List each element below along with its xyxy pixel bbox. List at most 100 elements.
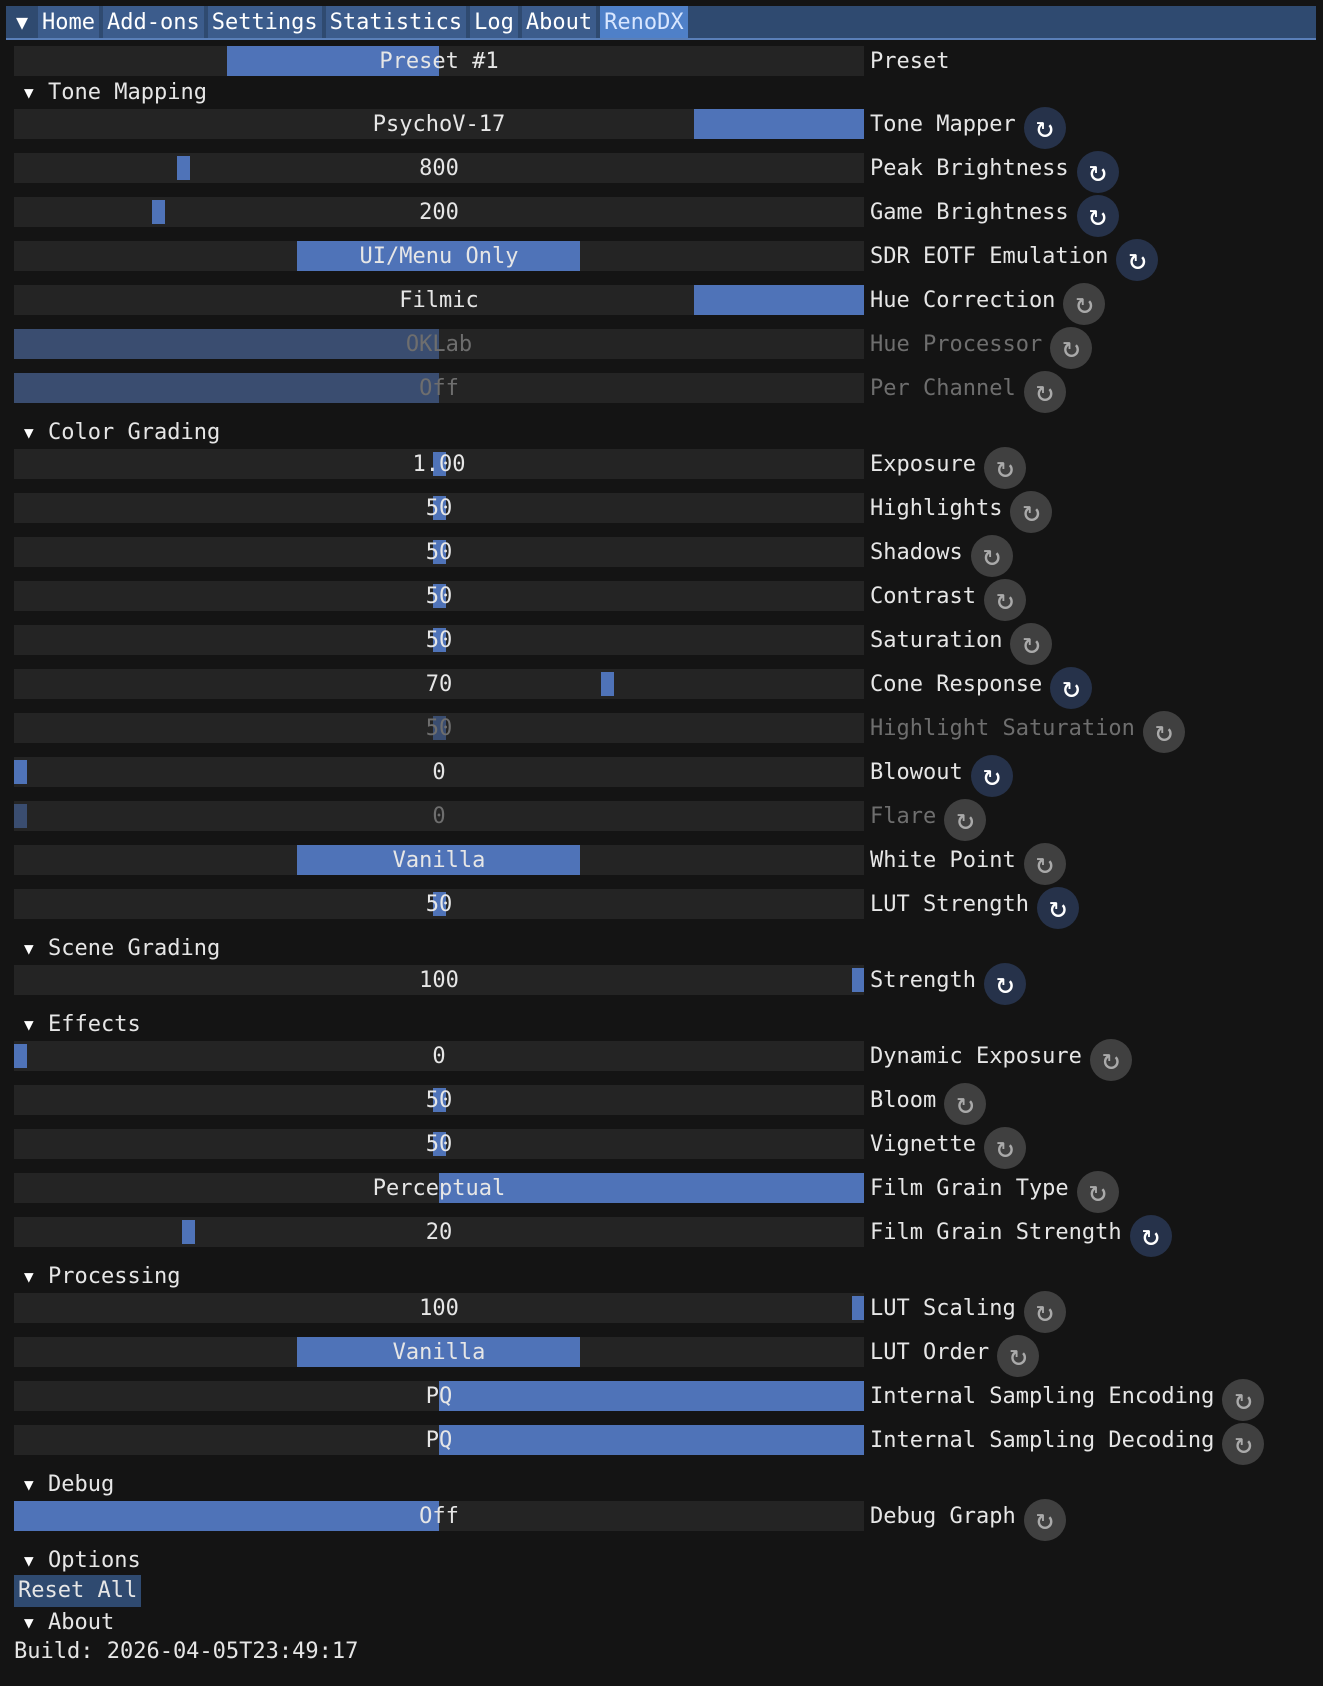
slider-grab[interactable] bbox=[433, 892, 446, 916]
setting-label: Internal Sampling Encoding ↻ bbox=[870, 1379, 1265, 1421]
menu-tab-home[interactable]: Home bbox=[38, 6, 99, 38]
setting-label: Shadows ↻ bbox=[870, 535, 1013, 577]
sdr-eotf-emulation-combo[interactable]: UI/Menu Only bbox=[14, 241, 864, 271]
slider-grab[interactable] bbox=[14, 804, 27, 828]
peak-brightness-slider[interactable]: 800 bbox=[14, 153, 864, 183]
vignette-slider[interactable]: 50 bbox=[14, 1129, 864, 1159]
reset-arrow-icon[interactable]: ↻ bbox=[1076, 1171, 1119, 1213]
control-value: 1.00 bbox=[412, 451, 466, 477]
control-value: 50 bbox=[425, 891, 453, 917]
reset-arrow-icon[interactable]: ↻ bbox=[997, 1335, 1040, 1377]
reset-arrow-icon[interactable]: ↻ bbox=[1063, 283, 1106, 325]
slider-grab[interactable] bbox=[600, 672, 614, 696]
slider-grab[interactable] bbox=[177, 156, 191, 180]
hue-correction-combo[interactable]: Filmic bbox=[14, 285, 864, 315]
reset-arrow-icon[interactable]: ↻ bbox=[1023, 843, 1066, 885]
setting-row-cone-response: 70 Cone Response ↻ bbox=[0, 667, 1323, 711]
strength-slider[interactable]: 100 bbox=[14, 965, 864, 995]
reset-arrow-icon[interactable]: ↻ bbox=[944, 1083, 987, 1125]
slider-grab[interactable] bbox=[433, 1088, 446, 1112]
reset-arrow-icon[interactable]: ↻ bbox=[983, 963, 1026, 1005]
slider-grab[interactable] bbox=[14, 760, 27, 784]
reset-arrow-icon[interactable]: ↻ bbox=[1050, 327, 1093, 369]
blowout-slider[interactable]: 0 bbox=[14, 757, 864, 787]
menu-tab-settings[interactable]: Settings bbox=[207, 6, 322, 38]
internal-sampling-decoding-combo[interactable]: PQ bbox=[14, 1425, 864, 1455]
contrast-slider[interactable]: 50 bbox=[14, 581, 864, 611]
menu-tab-renodx[interactable]: RenoDX bbox=[600, 6, 688, 38]
section-header-scene-grading[interactable]: ▼ Scene Grading bbox=[0, 933, 1323, 963]
reset-arrow-icon[interactable]: ↻ bbox=[1023, 371, 1066, 413]
debug-graph-combo[interactable]: Off bbox=[14, 1501, 864, 1531]
reset-arrow-icon[interactable]: ↻ bbox=[1023, 1291, 1066, 1333]
menu-tab-add-ons[interactable]: Add-ons bbox=[102, 6, 204, 38]
section-header-options[interactable]: ▼ Options bbox=[0, 1545, 1323, 1575]
slider-grab[interactable] bbox=[14, 1044, 27, 1068]
slider-grab[interactable] bbox=[152, 200, 166, 224]
reset-arrow-icon[interactable]: ↻ bbox=[1036, 887, 1079, 929]
internal-sampling-encoding-combo[interactable]: PQ bbox=[14, 1381, 864, 1411]
saturation-slider[interactable]: 50 bbox=[14, 625, 864, 655]
film-grain-strength-slider[interactable]: 20 bbox=[14, 1217, 864, 1247]
reset-arrow-icon[interactable]: ↻ bbox=[1116, 239, 1159, 281]
reset-arrow-icon[interactable]: ↻ bbox=[944, 799, 987, 841]
reset-all-button[interactable]: Reset All bbox=[14, 1575, 142, 1607]
slider-grab[interactable] bbox=[433, 452, 446, 476]
setting-label-text: LUT Strength bbox=[870, 891, 1029, 917]
slider-grab[interactable] bbox=[852, 968, 864, 992]
tone-mapper-combo[interactable]: PsychoV-17 bbox=[14, 109, 864, 139]
highlights-slider[interactable]: 50 bbox=[14, 493, 864, 523]
reset-arrow-icon[interactable]: ↻ bbox=[1010, 491, 1053, 533]
reset-arrow-icon[interactable]: ↻ bbox=[1129, 1215, 1172, 1257]
reset-arrow-icon[interactable]: ↻ bbox=[1023, 1499, 1066, 1541]
reset-arrow-icon[interactable]: ↻ bbox=[970, 755, 1013, 797]
section-header-debug[interactable]: ▼ Debug bbox=[0, 1469, 1323, 1499]
reset-arrow-icon[interactable]: ↻ bbox=[970, 535, 1013, 577]
reset-arrow-icon[interactable]: ↻ bbox=[1076, 195, 1119, 237]
slider-grab[interactable] bbox=[433, 628, 446, 652]
menu-tab-statistics[interactable]: Statistics bbox=[325, 6, 467, 38]
dynamic-exposure-slider[interactable]: 0 bbox=[14, 1041, 864, 1071]
reset-arrow-icon[interactable]: ↻ bbox=[1089, 1039, 1132, 1081]
setting-row-game-brightness: 200 Game Brightness ↻ bbox=[0, 195, 1323, 239]
reset-arrow-icon[interactable]: ↻ bbox=[1050, 667, 1093, 709]
slider-grab[interactable] bbox=[433, 1132, 446, 1156]
menu-triangle-icon[interactable]: ▼ bbox=[15, 10, 29, 34]
game-brightness-slider[interactable]: 200 bbox=[14, 197, 864, 227]
slider-grab[interactable] bbox=[433, 496, 446, 520]
lut-order-combo[interactable]: Vanilla bbox=[14, 1337, 864, 1367]
menu-tab-about[interactable]: About bbox=[521, 6, 597, 38]
lut-strength-slider[interactable]: 50 bbox=[14, 889, 864, 919]
white-point-combo[interactable]: Vanilla bbox=[14, 845, 864, 875]
slider-grab[interactable] bbox=[181, 1220, 195, 1244]
lut-scaling-slider[interactable]: 100 bbox=[14, 1293, 864, 1323]
shadows-slider[interactable]: 50 bbox=[14, 537, 864, 567]
reset-arrow-icon[interactable]: ↻ bbox=[1076, 151, 1119, 193]
reset-arrow-icon[interactable]: ↻ bbox=[983, 579, 1026, 621]
preset-combo[interactable]: Preset #1 bbox=[14, 46, 864, 76]
reset-arrow-icon[interactable]: ↻ bbox=[1222, 1423, 1265, 1465]
menu-tab-log[interactable]: Log bbox=[470, 6, 518, 38]
cone-response-slider[interactable]: 70 bbox=[14, 669, 864, 699]
setting-row-internal-sampling-encoding: PQ Internal Sampling Encoding ↻ bbox=[0, 1379, 1323, 1423]
section-header-color-grading[interactable]: ▼ Color Grading bbox=[0, 417, 1323, 447]
setting-label-text: Dynamic Exposure bbox=[870, 1043, 1082, 1069]
slider-grab[interactable] bbox=[852, 1296, 864, 1320]
section-header-processing[interactable]: ▼ Processing bbox=[0, 1261, 1323, 1291]
film-grain-type-combo[interactable]: Perceptual bbox=[14, 1173, 864, 1203]
bloom-slider[interactable]: 50 bbox=[14, 1085, 864, 1115]
section-header-effects[interactable]: ▼ Effects bbox=[0, 1009, 1323, 1039]
slider-grab[interactable] bbox=[433, 584, 446, 608]
reset-arrow-icon[interactable]: ↻ bbox=[1222, 1379, 1265, 1421]
exposure-slider[interactable]: 1.00 bbox=[14, 449, 864, 479]
reset-arrow-icon[interactable]: ↻ bbox=[1010, 623, 1053, 665]
reset-arrow-icon[interactable]: ↻ bbox=[983, 447, 1026, 489]
reset-arrow-icon[interactable]: ↻ bbox=[983, 1127, 1026, 1169]
reset-arrow-icon[interactable]: ↻ bbox=[1142, 711, 1185, 753]
slider-grab[interactable] bbox=[433, 716, 446, 740]
slider-grab[interactable] bbox=[433, 540, 446, 564]
section-header-about[interactable]: ▼ About bbox=[0, 1607, 1323, 1637]
reset-arrow-icon[interactable]: ↻ bbox=[1023, 107, 1066, 149]
section-header-tone-mapping[interactable]: ▼ Tone Mapping bbox=[0, 77, 1323, 107]
setting-label: Film Grain Type ↻ bbox=[870, 1171, 1119, 1213]
